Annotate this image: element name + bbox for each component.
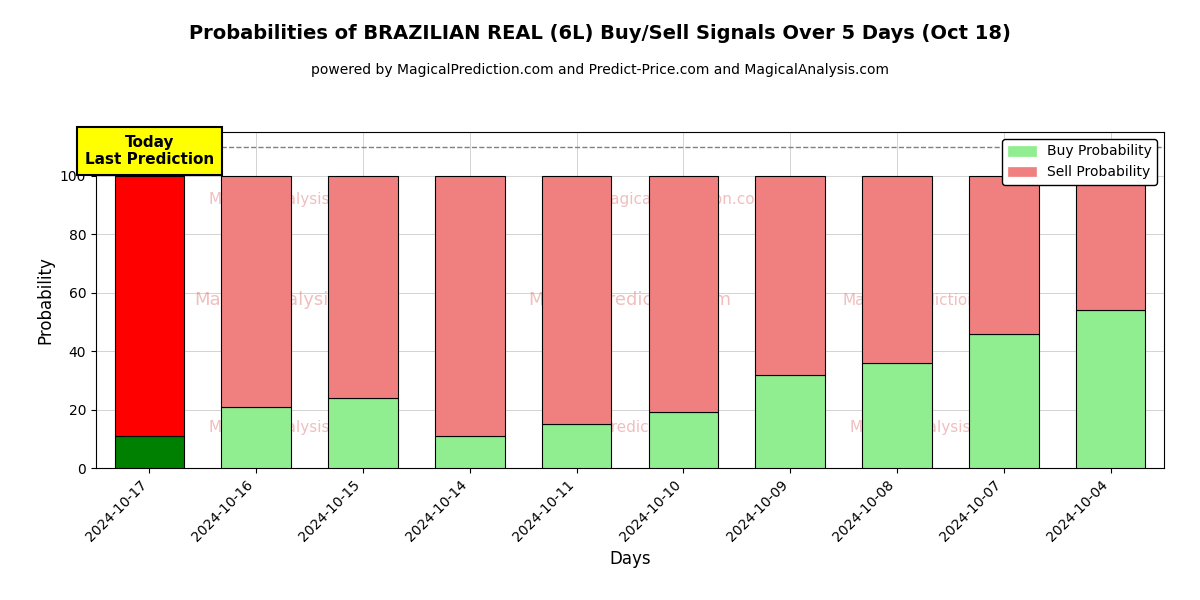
Bar bbox=[222, 176, 290, 407]
Text: MagicalAnalysis.com: MagicalAnalysis.com bbox=[850, 420, 1009, 435]
Bar bbox=[436, 176, 504, 436]
Text: MagicalAnalysis.com: MagicalAnalysis.com bbox=[209, 192, 368, 206]
Bar bbox=[970, 334, 1038, 468]
Bar bbox=[756, 176, 824, 374]
X-axis label: Days: Days bbox=[610, 550, 650, 568]
Text: MagicalPrediction.com: MagicalPrediction.com bbox=[528, 291, 732, 309]
Text: Today
Last Prediction: Today Last Prediction bbox=[85, 135, 214, 167]
Bar bbox=[970, 176, 1038, 334]
Bar bbox=[542, 424, 611, 468]
Bar bbox=[756, 374, 824, 468]
Bar bbox=[222, 407, 290, 468]
Bar bbox=[329, 398, 397, 468]
Text: powered by MagicalPrediction.com and Predict-Price.com and MagicalAnalysis.com: powered by MagicalPrediction.com and Pre… bbox=[311, 63, 889, 77]
Bar bbox=[542, 176, 611, 424]
Y-axis label: Probability: Probability bbox=[36, 256, 54, 344]
Bar bbox=[863, 176, 931, 363]
Bar bbox=[329, 176, 397, 398]
Text: MagicalAnalysis.com: MagicalAnalysis.com bbox=[194, 291, 382, 309]
Bar bbox=[115, 436, 184, 468]
Bar bbox=[436, 436, 504, 468]
Bar bbox=[115, 176, 184, 436]
Text: MagicalPrediction.com: MagicalPrediction.com bbox=[842, 292, 1015, 307]
Text: MagicalPrediction.com: MagicalPrediction.com bbox=[544, 420, 716, 435]
Text: MagicalAnalysis.com: MagicalAnalysis.com bbox=[209, 420, 368, 435]
Legend: Buy Probability, Sell Probability: Buy Probability, Sell Probability bbox=[1002, 139, 1157, 185]
Text: MagicalPrediction.com: MagicalPrediction.com bbox=[598, 192, 769, 206]
Bar bbox=[649, 176, 718, 412]
Bar bbox=[649, 412, 718, 468]
Bar bbox=[1076, 310, 1145, 468]
Bar bbox=[863, 363, 931, 468]
Text: Probabilities of BRAZILIAN REAL (6L) Buy/Sell Signals Over 5 Days (Oct 18): Probabilities of BRAZILIAN REAL (6L) Buy… bbox=[190, 24, 1010, 43]
Bar bbox=[1076, 176, 1145, 310]
